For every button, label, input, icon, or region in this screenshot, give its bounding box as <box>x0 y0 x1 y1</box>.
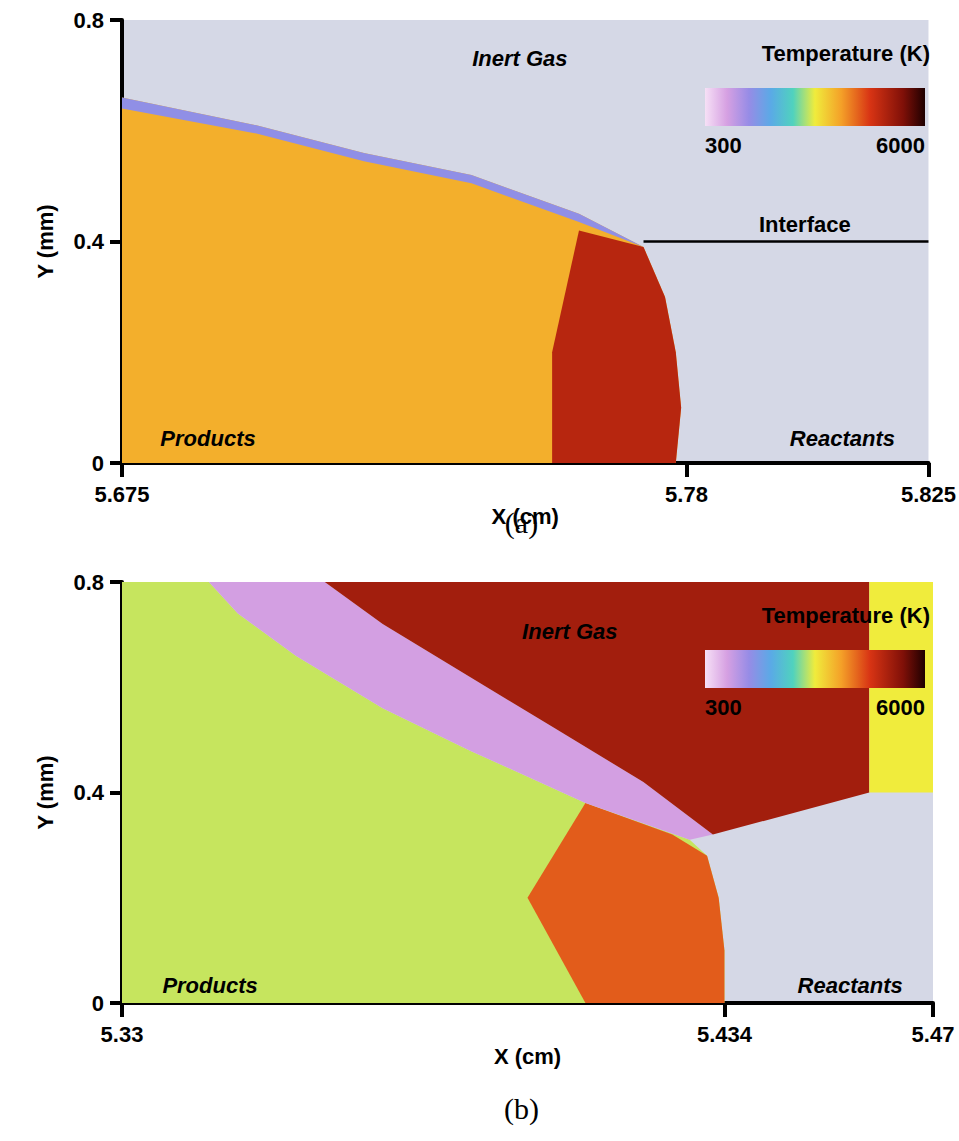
svg-text:5.33: 5.33 <box>101 1022 144 1047</box>
svg-text:0: 0 <box>92 991 104 1016</box>
svg-text:X (cm): X (cm) <box>491 504 559 530</box>
svg-text:6000: 6000 <box>876 133 925 158</box>
svg-text:Interface: Interface <box>759 212 851 237</box>
svg-text:5.825: 5.825 <box>901 482 956 507</box>
svg-text:0.4: 0.4 <box>73 780 104 805</box>
svg-text:0: 0 <box>92 451 104 476</box>
svg-text:Products: Products <box>160 426 255 451</box>
svg-text:(b): (b) <box>504 1092 539 1126</box>
svg-text:300: 300 <box>705 695 742 720</box>
svg-text:5.434: 5.434 <box>697 1022 753 1047</box>
svg-text:Y (mm): Y (mm) <box>33 204 58 278</box>
svg-text:X (cm): X (cm) <box>494 1044 561 1069</box>
svg-text:Inert Gas: Inert Gas <box>472 46 567 71</box>
svg-text:Temperature (K): Temperature (K) <box>762 603 930 628</box>
svg-text:5.78: 5.78 <box>665 482 708 507</box>
svg-text:Y (mm): Y (mm) <box>33 755 58 829</box>
svg-text:0.4: 0.4 <box>73 229 104 254</box>
svg-text:6000: 6000 <box>876 695 925 720</box>
svg-text:0.8: 0.8 <box>73 8 104 33</box>
svg-text:Inert Gas: Inert Gas <box>522 619 617 644</box>
svg-text:(a): (a) <box>505 506 538 540</box>
svg-text:5.47: 5.47 <box>912 1022 955 1047</box>
svg-text:Reactants: Reactants <box>790 426 895 451</box>
svg-text:Reactants: Reactants <box>798 973 903 998</box>
svg-text:300: 300 <box>705 133 742 158</box>
svg-text:Temperature (K): Temperature (K) <box>762 41 930 66</box>
svg-text:Products: Products <box>162 973 257 998</box>
svg-text:5.675: 5.675 <box>94 482 149 507</box>
svg-text:0.8: 0.8 <box>73 570 104 595</box>
